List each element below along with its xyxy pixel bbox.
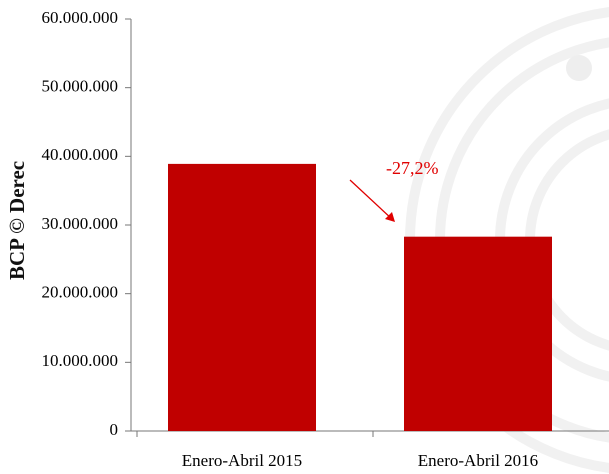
bar <box>404 236 552 431</box>
y-tick-label: 40.000.000 <box>42 145 119 164</box>
y-tick-label: 10.000.000 <box>42 351 119 370</box>
y-tick-label: 50.000.000 <box>42 77 119 96</box>
y-tick-label: 0 <box>110 420 119 439</box>
arrow <box>349 179 394 221</box>
x-tick-label: Enero-Abril 2015 <box>182 451 302 470</box>
y-tick-label: 60.000.000 <box>42 8 119 27</box>
annotation: -27,2% <box>386 158 439 178</box>
y-tick-label: 30.000.000 <box>42 214 119 233</box>
arrow-head <box>385 212 395 222</box>
y-tick-label: 20.000.000 <box>42 283 119 302</box>
bar <box>168 163 316 432</box>
x-tick-label: Enero-Abril 2016 <box>418 451 538 470</box>
decor-dot <box>566 55 592 81</box>
watermark: BCP © Derec <box>5 161 29 280</box>
